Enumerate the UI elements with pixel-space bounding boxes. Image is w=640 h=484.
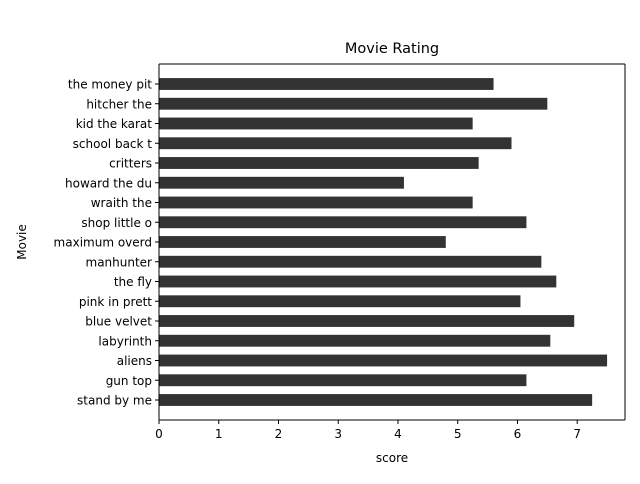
- y-tick-label: school back t: [73, 137, 153, 151]
- x-tick-label: 2: [275, 427, 283, 441]
- bar: [159, 295, 521, 308]
- y-tick-label: stand by me: [77, 394, 152, 408]
- y-tick-label: wraith the: [91, 196, 152, 210]
- y-tick-label: maximum overd: [54, 236, 152, 250]
- bar: [159, 97, 548, 110]
- bar: [159, 236, 446, 248]
- y-axis-label: Movie: [15, 224, 29, 260]
- x-tick-label: 0: [155, 427, 163, 441]
- x-tick-label: 1: [215, 427, 223, 441]
- x-ticks: 0 1 2 3 4 5 6 7: [155, 420, 581, 441]
- bars-layer: [159, 78, 608, 406]
- bar: [159, 354, 608, 367]
- y-tick-label: the fly: [114, 275, 152, 289]
- chart-title: Movie Rating: [345, 41, 439, 57]
- y-tick-label: the money pit: [68, 78, 152, 92]
- y-tick-label: labyrinth: [98, 334, 152, 348]
- y-tick-label: manhunter: [86, 255, 153, 269]
- bar: [159, 137, 512, 150]
- x-axis-label: score: [376, 451, 408, 465]
- bar: [159, 78, 494, 90]
- bar: [159, 315, 575, 327]
- bar: [159, 117, 473, 130]
- x-tick-label: 4: [394, 427, 402, 441]
- y-tick-label: gun top: [106, 374, 152, 388]
- bar: [159, 196, 473, 209]
- bar: [159, 216, 527, 229]
- bar: [159, 275, 557, 288]
- x-tick-label: 6: [514, 427, 522, 441]
- y-tick-label: blue velvet: [85, 315, 152, 329]
- x-tick-label: 3: [334, 427, 342, 441]
- bar: [159, 374, 527, 387]
- y-tick-label: kid the karat: [76, 117, 153, 131]
- y-tick-label: pink in prett: [79, 295, 152, 309]
- y-tick-label: shop little o: [81, 216, 152, 230]
- y-ticks: the money pit hitcher the kid the karat sch…: [54, 78, 159, 408]
- bar: [159, 176, 404, 189]
- x-tick-label: 7: [573, 427, 581, 441]
- bar: [159, 255, 542, 268]
- x-tick-label: 5: [454, 427, 462, 441]
- bar: [159, 394, 593, 406]
- bar: [159, 334, 551, 347]
- bar: [159, 157, 479, 169]
- y-tick-label: critters: [109, 157, 152, 171]
- y-tick-label: hitcher the: [86, 97, 152, 111]
- y-tick-label: howard the du: [65, 176, 152, 190]
- y-tick-label: aliens: [117, 354, 152, 368]
